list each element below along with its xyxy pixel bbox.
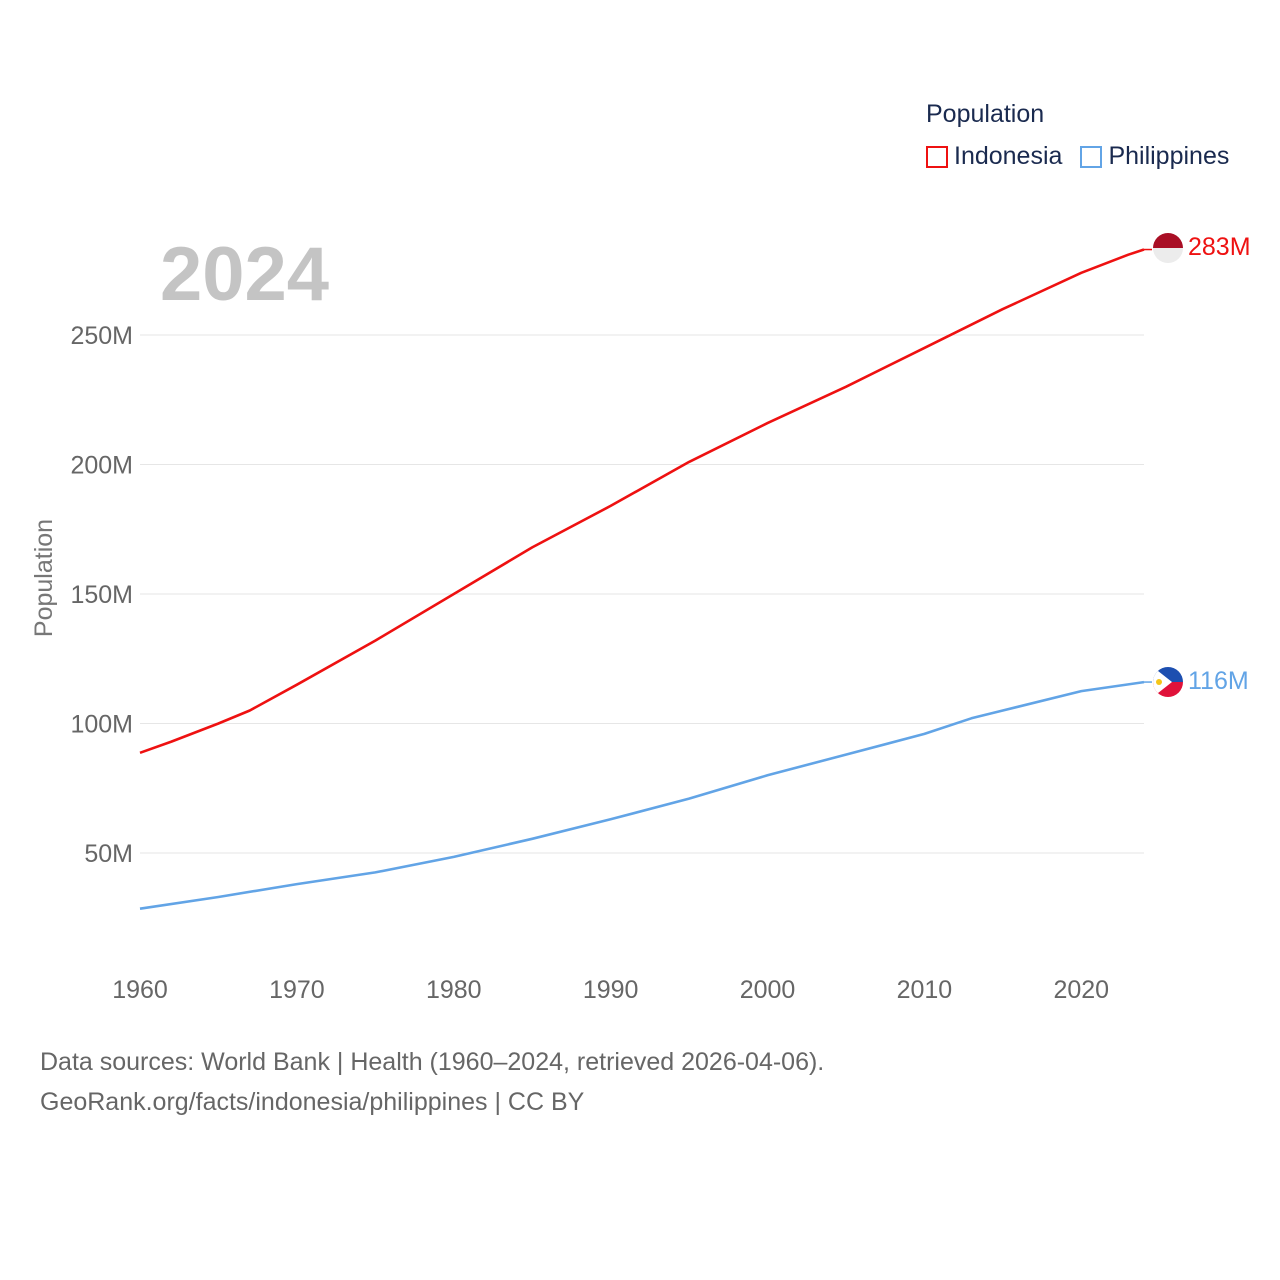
x-axis-ticks: 1960 1970 1980 1990 2000 2010 2020 [112, 976, 1109, 1004]
legend-swatch-philippines [1080, 145, 1103, 168]
x-tick-label: 1990 [583, 976, 639, 1004]
y-tick-label: 200M [70, 452, 133, 480]
series-line-philippines [139, 680, 1145, 910]
legend-title: Population [926, 100, 1045, 128]
y-tick-label: 250M [70, 322, 133, 350]
x-tick-label: 2000 [740, 976, 796, 1004]
legend-item-indonesia[interactable]: Indonesia [926, 142, 1062, 171]
legend: Indonesia Philippines [926, 142, 1229, 171]
x-tick-label: 1970 [269, 976, 325, 1004]
x-tick-label: 1960 [112, 976, 168, 1004]
series-layer [139, 248, 1152, 910]
legend-swatch-indonesia [926, 145, 948, 168]
y-axis-title: Population [30, 519, 58, 637]
x-tick-label: 2010 [897, 976, 953, 1004]
philippines-flag-icon [1153, 667, 1183, 697]
y-tick-label: 100M [70, 711, 133, 739]
legend-item-philippines[interactable]: Philippines [1080, 142, 1229, 171]
legend-label-philippines: Philippines [1108, 142, 1230, 170]
y-axis-ticks: 50M 100M 150M 200M 250M [70, 322, 133, 868]
indonesia-end-value: 283M [1188, 233, 1251, 261]
gridlines [140, 334, 1144, 854]
legend-label-indonesia: Indonesia [954, 142, 1063, 170]
series-line-indonesia [139, 248, 1145, 755]
y-tick-label: 150M [70, 581, 133, 609]
footer-link[interactable]: GeoRank.org/facts/indonesia/philippines … [40, 1088, 585, 1116]
x-tick-label: 1980 [426, 976, 482, 1004]
indonesia-flag-icon [1153, 233, 1183, 263]
y-tick-label: 50M [84, 840, 133, 868]
footer: Data sources: World Bank | Health (1960–… [40, 1042, 824, 1122]
philippines-end-value: 116M [1188, 667, 1249, 695]
footer-sources: Data sources: World Bank | Health (1960–… [40, 1048, 825, 1076]
big-year-label: 2024 [160, 232, 329, 317]
x-tick-label: 2020 [1053, 976, 1109, 1004]
